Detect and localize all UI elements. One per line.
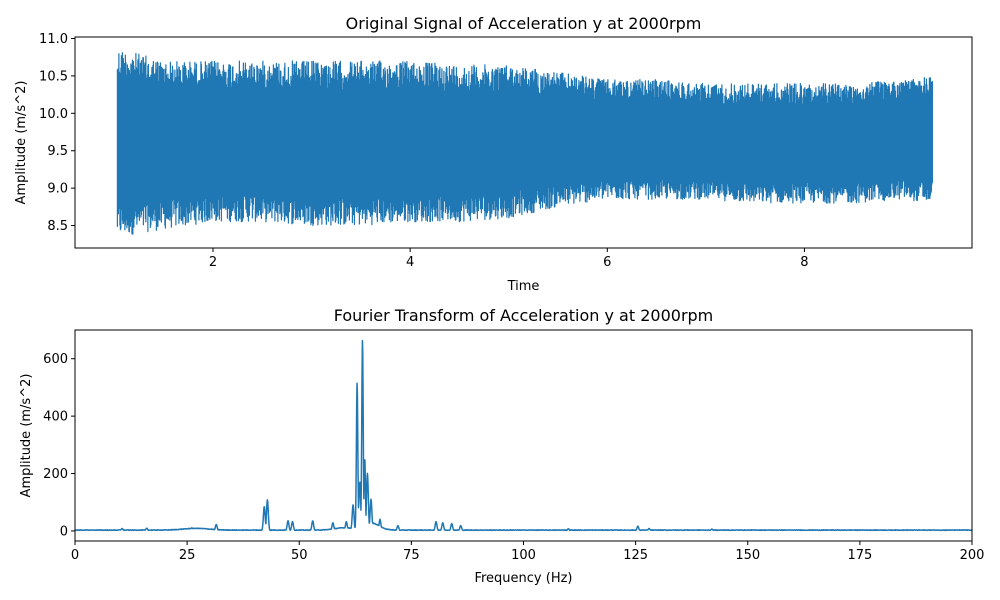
fourier-chart-x-tick-label: 100 [511, 548, 536, 563]
time-chart-x-tick-label: 4 [406, 255, 414, 270]
time-chart-y-tick-label: 9.5 [47, 144, 68, 159]
time-chart-y-tick-label: 8.5 [47, 219, 68, 234]
fourier-series-line [74, 339, 973, 532]
fourier-chart-x-tick-label: 0 [71, 548, 79, 563]
fourier-chart-x-tick-label: 25 [179, 548, 196, 563]
time-chart-x-axis-label: Time [507, 279, 540, 294]
fourier-chart-x-tick-label: 50 [291, 548, 308, 563]
fourier-chart-y-tick-label: 600 [43, 352, 68, 367]
fourier-chart: Fourier Transform of Acceleration y at 2… [19, 306, 984, 586]
time-chart-y-tick-label: 10.0 [39, 107, 68, 122]
time-chart-x-tick-label: 2 [209, 255, 217, 270]
time-signal-line [116, 52, 933, 235]
time-chart-x-tick-label: 8 [800, 255, 808, 270]
fourier-chart-y-tick-label: 200 [43, 467, 68, 482]
time-chart-y-ticks: 8.5 9.0 9.5 10.0 10.5 11.0 [39, 32, 75, 234]
time-chart-x-ticks: 2 4 6 8 [209, 248, 809, 270]
fourier-chart-x-tick-label: 75 [403, 548, 420, 563]
time-chart-y-tick-label: 10.5 [39, 69, 68, 84]
time-chart-title: Original Signal of Acceleration y at 200… [346, 14, 702, 33]
fourier-chart-y-tick-label: 400 [43, 410, 68, 425]
fourier-chart-title: Fourier Transform of Acceleration y at 2… [334, 306, 714, 325]
fourier-chart-x-tick-label: 200 [960, 548, 985, 563]
time-chart-y-tick-label: 9.0 [47, 182, 68, 197]
time-signal-chart: Original Signal of Acceleration y at 200… [14, 14, 973, 294]
time-chart-y-axis-label: Amplitude (m/s^2) [14, 81, 29, 205]
time-chart-y-tick-label: 11.0 [39, 32, 68, 47]
fourier-chart-x-axis-label: Frequency (Hz) [474, 571, 572, 586]
fourier-chart-x-tick-label: 150 [735, 548, 760, 563]
time-signal-series [116, 52, 933, 235]
fourier-chart-y-tick-label: 0 [60, 524, 68, 539]
fourier-chart-x-tick-label: 175 [847, 548, 872, 563]
fourier-chart-x-tick-label: 125 [623, 548, 648, 563]
time-chart-axes-frame [74, 36, 973, 249]
time-chart-x-tick-label: 6 [603, 255, 611, 270]
fourier-chart-y-axis-label: Amplitude (m/s^2) [19, 374, 34, 498]
fourier-chart-y-ticks: 0 200 400 600 [43, 352, 75, 539]
fourier-chart-x-ticks: 0 25 50 75 100 125 150 175 200 [71, 541, 985, 563]
